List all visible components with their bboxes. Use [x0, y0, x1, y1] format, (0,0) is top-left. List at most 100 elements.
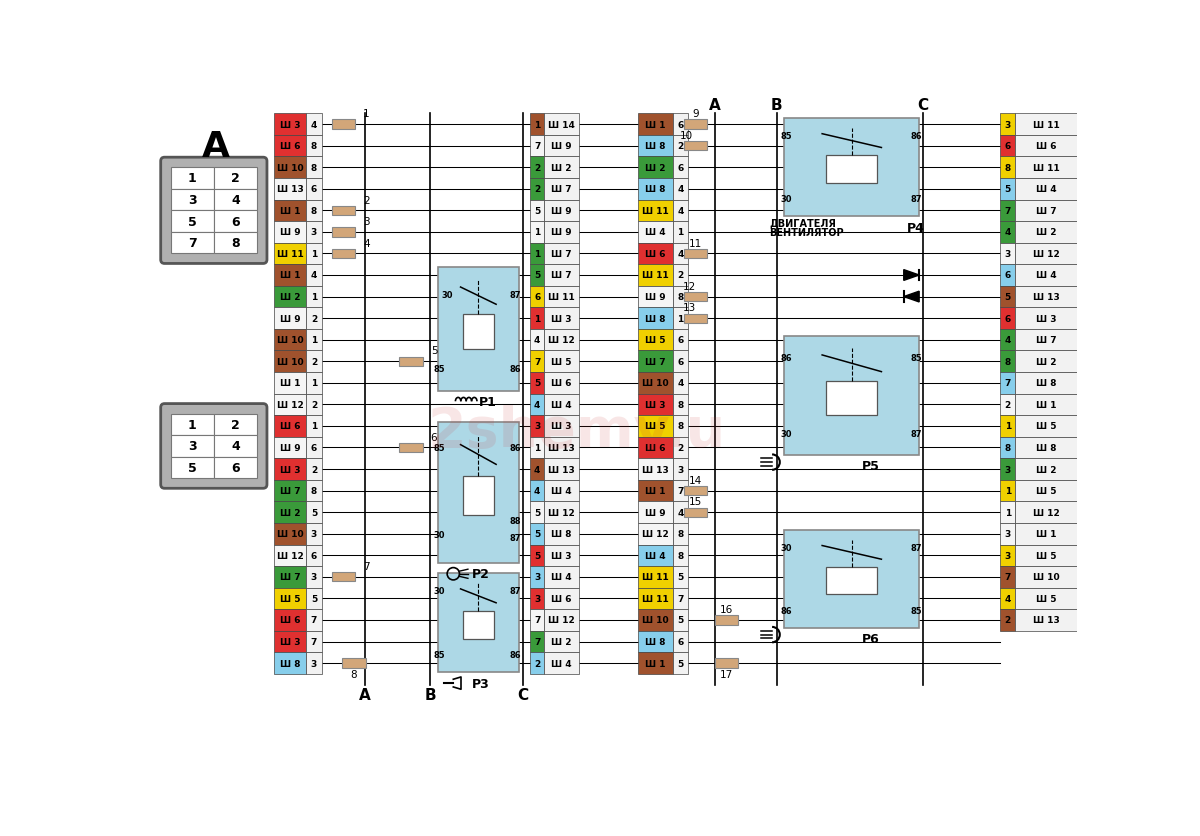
Text: Ш 8: Ш 8 [280, 659, 300, 668]
Text: Ш 6: Ш 6 [280, 142, 300, 151]
Text: 85: 85 [433, 443, 445, 452]
Text: 86: 86 [911, 132, 922, 141]
Text: 4: 4 [232, 194, 240, 206]
Bar [826, 156, 877, 184]
Text: Ш 10: Ш 10 [642, 616, 668, 624]
Text: Ш 13: Ш 13 [1033, 293, 1060, 302]
Bar [274, 415, 306, 437]
Text: P2: P2 [472, 568, 490, 580]
Bar [530, 415, 544, 437]
Text: 6: 6 [534, 293, 540, 302]
Text: 1: 1 [1004, 422, 1010, 431]
Text: 5: 5 [677, 659, 684, 668]
Text: Ш 5: Ш 5 [1036, 594, 1056, 604]
Text: 8: 8 [311, 164, 317, 172]
Bar [530, 308, 544, 329]
Text: 1: 1 [311, 422, 317, 431]
Bar [673, 351, 688, 373]
Bar [306, 459, 322, 480]
Bar [214, 232, 257, 254]
Text: 4: 4 [677, 185, 684, 194]
Text: 8: 8 [1004, 357, 1010, 366]
Bar [274, 588, 306, 609]
Bar [1000, 157, 1015, 179]
Text: Ш 4: Ш 4 [1036, 271, 1056, 280]
Text: Ш 1: Ш 1 [646, 487, 666, 496]
Text: Ш 11: Ш 11 [642, 594, 668, 604]
Bar [274, 373, 306, 394]
Bar [274, 157, 306, 179]
Text: Ш 7: Ш 7 [551, 185, 571, 194]
Text: 13: 13 [683, 303, 696, 313]
Text: 1: 1 [534, 250, 540, 258]
Text: Ш 11: Ш 11 [642, 573, 668, 582]
Text: Ш 2: Ш 2 [280, 293, 300, 302]
Bar [306, 265, 322, 287]
Bar [274, 135, 306, 157]
Bar [306, 201, 322, 222]
Bar [530, 609, 544, 631]
Bar [463, 476, 493, 516]
Bar [274, 609, 306, 631]
Bar [715, 659, 738, 668]
Text: 7: 7 [534, 142, 540, 151]
Text: 30: 30 [780, 195, 792, 204]
Bar [530, 545, 544, 566]
Bar [673, 222, 688, 243]
Text: 3: 3 [362, 217, 370, 227]
Bar [673, 502, 688, 523]
Bar [530, 394, 544, 415]
Bar [306, 437, 322, 459]
Text: 1: 1 [534, 228, 540, 237]
Text: Ш 10: Ш 10 [277, 164, 304, 172]
Text: Ш 13: Ш 13 [1033, 616, 1060, 624]
Bar [544, 588, 578, 609]
Bar [170, 457, 214, 479]
Bar [673, 631, 688, 653]
Bar [274, 222, 306, 243]
Text: Ш 5: Ш 5 [1036, 422, 1056, 431]
Bar [306, 373, 322, 394]
Text: Ш 13: Ш 13 [277, 185, 304, 194]
Bar [530, 631, 544, 653]
Bar [638, 329, 673, 351]
Bar [544, 308, 578, 329]
Bar [1000, 588, 1015, 609]
Bar [1000, 222, 1015, 243]
Text: Ш 7: Ш 7 [551, 271, 571, 280]
Text: 1: 1 [534, 314, 540, 324]
Bar [331, 228, 355, 237]
Text: 5: 5 [534, 529, 540, 538]
Bar [638, 609, 673, 631]
Text: 6: 6 [232, 216, 240, 228]
Bar [638, 415, 673, 437]
Text: 3: 3 [1004, 250, 1010, 258]
Text: 7: 7 [677, 487, 684, 496]
Text: 5: 5 [431, 346, 437, 356]
Text: Ш 11: Ш 11 [548, 293, 575, 302]
Bar [214, 168, 257, 190]
Text: Ш 11: Ш 11 [642, 271, 668, 280]
Text: 4: 4 [1004, 594, 1010, 604]
Bar [638, 653, 673, 674]
Bar [1015, 287, 1078, 308]
Text: Ш 10: Ш 10 [277, 336, 304, 344]
Text: 3: 3 [534, 422, 540, 431]
Text: 2: 2 [311, 314, 317, 324]
Text: Ш 2: Ш 2 [1036, 357, 1056, 366]
Bar [673, 653, 688, 674]
Bar [638, 265, 673, 287]
Text: 87: 87 [510, 291, 522, 299]
Bar [331, 573, 355, 582]
Text: Ш 6: Ш 6 [646, 443, 666, 452]
Bar [274, 545, 306, 566]
Text: Ш 1: Ш 1 [1036, 400, 1056, 410]
Text: 2: 2 [677, 443, 684, 452]
Bar [1015, 480, 1078, 502]
Text: 7: 7 [1004, 573, 1010, 582]
Bar [673, 265, 688, 287]
Bar [530, 179, 544, 201]
Text: Ш 12: Ш 12 [642, 529, 668, 538]
Bar [673, 179, 688, 201]
Text: 1: 1 [311, 250, 317, 258]
